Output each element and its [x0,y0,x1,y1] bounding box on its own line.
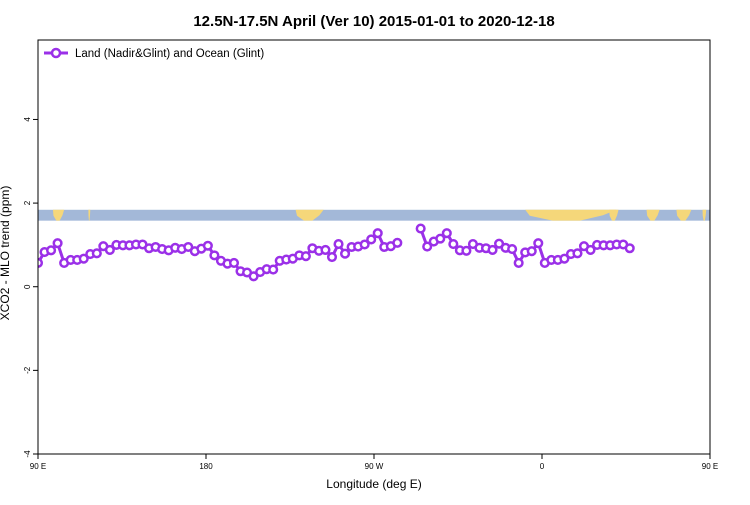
y-tick-label: -2 [23,366,32,374]
data-point [91,248,102,259]
data-point [448,239,459,250]
x-tick-label: 90 E [702,462,718,471]
data-point [228,257,240,268]
data-point [572,248,583,259]
data-point [78,253,89,264]
data-point [624,243,635,254]
data-point [333,239,344,250]
data-point [359,239,370,250]
land-segment-2 [295,209,324,221]
data-point [104,244,115,255]
data-point [46,245,57,256]
data-point [435,233,446,244]
land-segment-5 [646,209,660,221]
data-point [559,253,570,264]
x-axis: 90 E 180 90 W 0 90 E [30,454,718,471]
land-segment-3 [525,209,617,221]
land-segment-6 [676,209,692,221]
y-tick-label: 2 [23,200,32,205]
data-point [209,250,220,261]
data-point [320,244,331,255]
data-point [585,244,596,255]
ocean-band [38,209,710,221]
x-tick-label: 90 W [365,462,384,471]
data-point [300,251,311,262]
legend: Land (Nadir&Glint) and Ocean (Glint) [44,47,264,60]
y-tick-label: 4 [23,117,32,122]
x-tick-label: 90 E [30,462,46,471]
series-layer [38,223,635,282]
y-axis: -4 -2 0 2 4 [23,117,38,458]
data-point [441,228,452,239]
data-point [326,251,338,263]
land-segment-7 [702,209,707,221]
x-tick-label: 0 [540,462,545,471]
y-tick-label: 0 [23,284,32,289]
data-point [507,244,518,255]
data-point [52,238,63,249]
data-point [415,223,426,234]
data-point [340,248,351,259]
data-point [392,237,403,248]
data-point [533,238,544,249]
legend-marker-sample [50,47,62,59]
data-point [461,245,472,256]
legend-label: Land (Nadir&Glint) and Ocean (Glint) [75,48,264,60]
y-axis-label: XCO2 - MLO trend (ppm) [0,186,12,321]
data-point [422,241,433,252]
land-segment-0 [52,209,65,221]
data-point [513,257,524,268]
chart-title: 12.5N-17.5N April (Ver 10) 2015-01-01 to… [193,13,554,30]
data-point [202,240,213,251]
data-point [526,246,537,257]
data-point [372,228,383,239]
land-ocean-band [38,209,710,221]
data-point [268,264,279,275]
land-segment-1 [88,209,91,221]
y-tick-label: -4 [23,450,32,458]
data-point [366,234,377,245]
land-segment-4 [609,209,619,221]
x-axis-label: Longitude (deg E) [326,477,421,491]
x-tick-label: 180 [199,462,213,471]
data-point [487,244,498,255]
